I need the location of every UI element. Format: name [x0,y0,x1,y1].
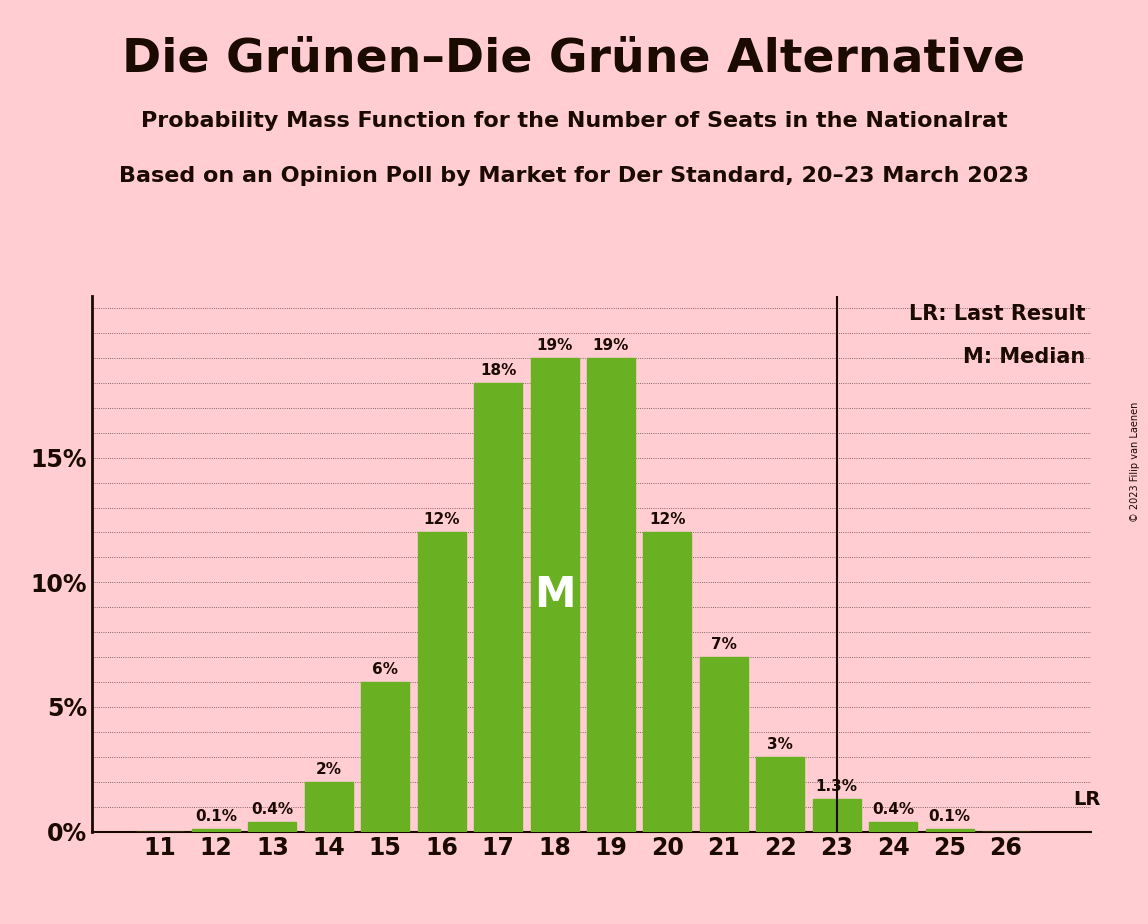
Text: LR: LR [1073,790,1101,808]
Text: 19%: 19% [592,338,629,353]
Bar [248,821,296,832]
Text: LR: Last Result: LR: Last Result [909,304,1086,323]
Text: 2%: 2% [316,761,342,777]
Text: 18%: 18% [480,363,517,378]
Bar [925,829,974,832]
Text: 1.3%: 1.3% [816,779,858,795]
Bar [530,358,579,832]
Bar [700,657,747,832]
Bar [757,757,805,832]
Text: Based on an Opinion Poll by Market for Der Standard, 20–23 March 2023: Based on an Opinion Poll by Market for D… [119,166,1029,187]
Text: 7%: 7% [711,638,737,652]
Bar [474,383,522,832]
Text: Die Grünen–Die Grüne Alternative: Die Grünen–Die Grüne Alternative [123,37,1025,82]
Bar [587,358,635,832]
Text: M: M [534,574,575,615]
Text: 19%: 19% [536,338,573,353]
Text: M: Median: M: Median [963,346,1086,367]
Text: Probability Mass Function for the Number of Seats in the Nationalrat: Probability Mass Function for the Number… [141,111,1007,131]
Text: 0.4%: 0.4% [872,802,914,817]
Bar [192,829,240,832]
Bar [813,799,861,832]
Bar [418,532,466,832]
Text: 12%: 12% [649,513,685,528]
Bar [362,682,409,832]
Text: 0.1%: 0.1% [929,809,970,824]
Text: 0.4%: 0.4% [251,802,294,817]
Text: 3%: 3% [767,736,793,752]
Text: 12%: 12% [424,513,460,528]
Bar [869,821,917,832]
Bar [643,532,691,832]
Text: © 2023 Filip van Laenen: © 2023 Filip van Laenen [1130,402,1140,522]
Bar [305,782,352,832]
Text: 6%: 6% [372,663,398,677]
Text: 0.1%: 0.1% [195,809,236,824]
